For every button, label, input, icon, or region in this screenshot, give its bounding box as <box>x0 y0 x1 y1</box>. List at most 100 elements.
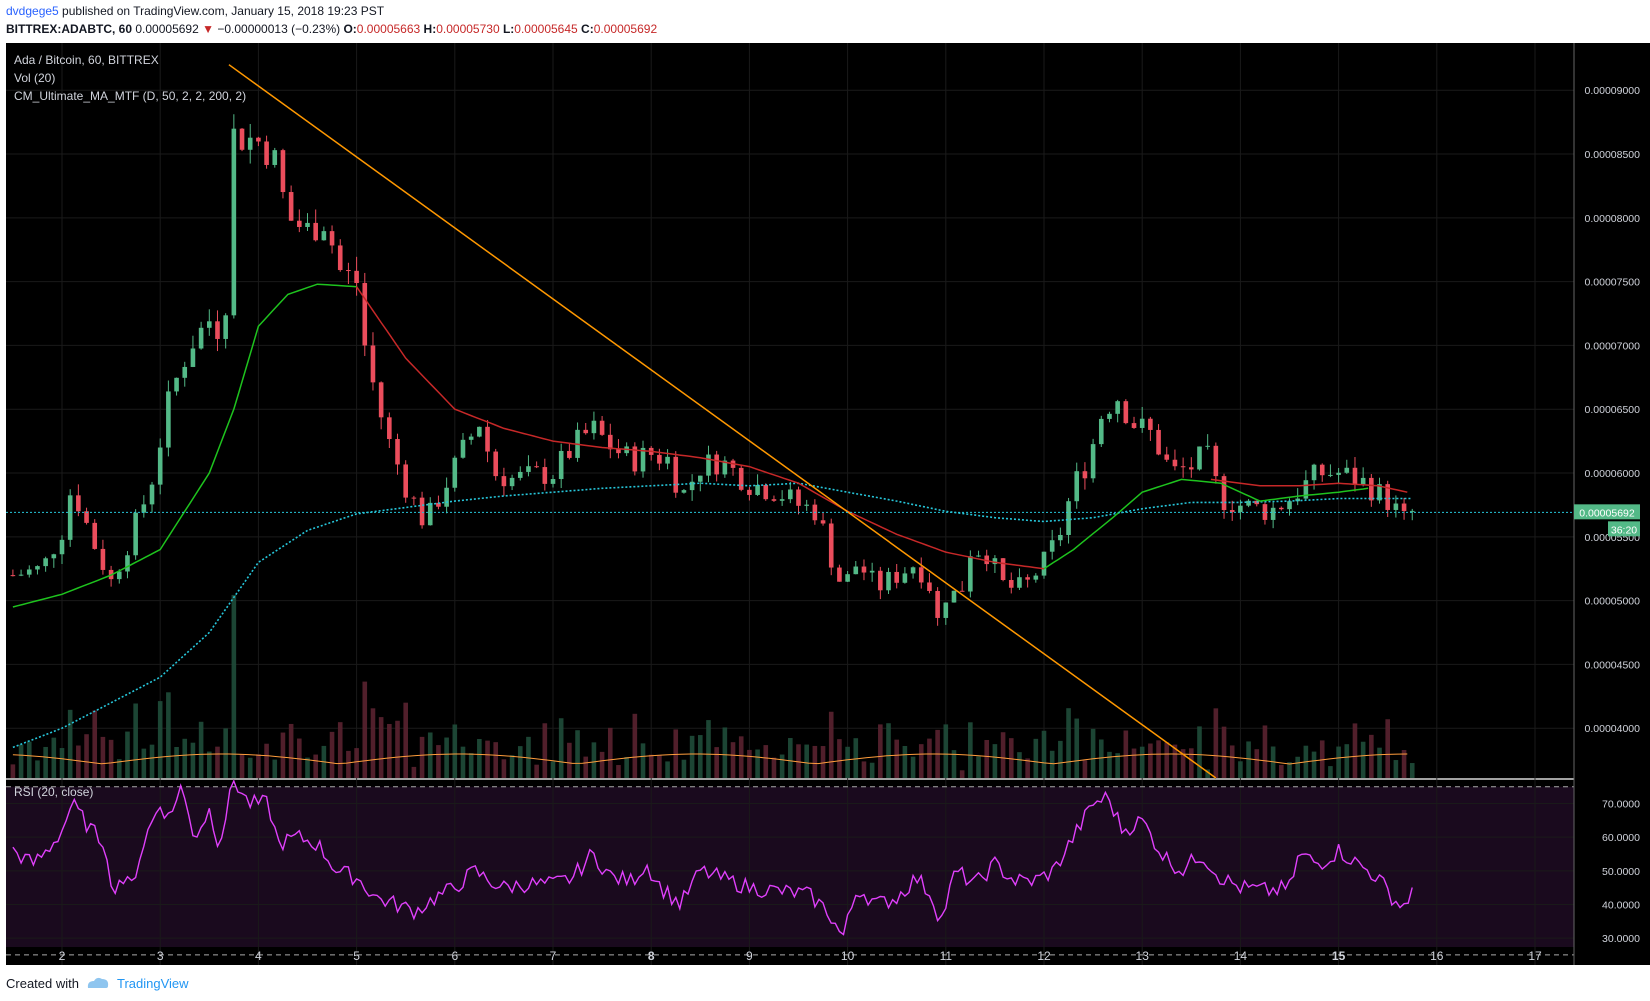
candle-body <box>1221 476 1227 511</box>
volume-bar <box>607 727 613 778</box>
low-value: 0.00005645 <box>514 22 578 36</box>
candle-body <box>1033 575 1039 580</box>
volume-bar <box>943 724 949 778</box>
author-link[interactable]: dvdgege5 <box>6 4 59 18</box>
candle-body <box>1360 477 1366 485</box>
volume-bar <box>108 739 114 778</box>
candle-body <box>321 231 327 241</box>
candle-body <box>1279 507 1284 510</box>
volume-bar <box>968 722 973 778</box>
publish-text: published on TradingView.com, January 15… <box>58 4 385 18</box>
y-tick-price: 0.00007500 <box>1585 277 1641 289</box>
candle-body <box>207 321 212 328</box>
candle-body <box>1303 480 1309 499</box>
volume-bar <box>665 761 670 778</box>
legend-volume[interactable]: Vol (20) <box>14 71 55 85</box>
candle-body <box>166 391 171 448</box>
volume-bar <box>853 738 859 778</box>
candle-body <box>542 467 548 484</box>
volume-bar <box>297 738 302 778</box>
volume-bar <box>509 755 515 778</box>
tradingview-link[interactable]: TradingView <box>116 975 189 991</box>
volume-bar <box>1000 732 1006 778</box>
volume-bar <box>411 766 417 778</box>
symbol-label: BITTREX:ADABTC, 60 <box>6 22 133 36</box>
volume-bar <box>1148 743 1153 778</box>
last-price: 0.00005692 <box>135 22 199 36</box>
volume-bar <box>673 729 679 778</box>
volume-bar <box>1287 762 1292 778</box>
volume-bar <box>125 731 130 778</box>
footer: Created with TradingView <box>6 975 189 991</box>
volume-bar <box>517 746 523 778</box>
volume-bar <box>1139 746 1145 778</box>
candle-body <box>1090 444 1096 479</box>
candle-body <box>861 566 867 573</box>
volume-bar <box>583 756 589 778</box>
candle-body <box>657 454 662 464</box>
candle-body <box>1107 413 1112 419</box>
volume-bar <box>779 754 785 778</box>
candle-body <box>640 447 646 472</box>
volume-bar <box>1180 749 1186 778</box>
volume-bar <box>26 741 32 778</box>
legend-ma[interactable]: CM_Ultimate_MA_MTF (D, 50, 2, 2, 200, 2) <box>14 89 246 103</box>
candle-body <box>133 512 138 556</box>
candle-body <box>1270 507 1276 520</box>
volume-bar <box>84 734 89 778</box>
volume-bar <box>354 748 359 778</box>
volume-bar <box>231 594 237 778</box>
candle-body <box>493 451 499 477</box>
rsi-line <box>12 779 1413 936</box>
candle-body <box>1172 459 1178 467</box>
x-tick-4: 4 <box>255 949 262 963</box>
volume-bar <box>902 745 908 778</box>
volume-bar <box>18 744 24 778</box>
candle-body <box>1017 577 1022 588</box>
volume-bar <box>918 744 924 778</box>
rsi-series <box>12 779 1413 936</box>
volume-bar <box>648 754 654 778</box>
candle-body <box>1180 466 1186 468</box>
candle-body <box>959 590 965 592</box>
volume-bar <box>812 745 818 778</box>
y-tick-price: 0.00007000 <box>1585 340 1641 352</box>
volume-bar <box>288 723 294 778</box>
volume-bar <box>1090 728 1096 778</box>
volume-bar <box>468 753 474 778</box>
candle-body <box>272 150 278 165</box>
legend-rsi[interactable]: RSI (20, close) <box>14 785 93 799</box>
y-tick-rsi: 30.0000 <box>1602 933 1640 945</box>
candle-body <box>370 345 376 383</box>
candle-body <box>452 457 458 488</box>
legend-title[interactable]: Ada / Bitcoin, 60, BITTREX <box>14 53 159 67</box>
candle-body <box>935 590 940 618</box>
volume-bar <box>149 744 155 778</box>
candle-body <box>477 426 482 437</box>
candle-body <box>1393 503 1399 510</box>
volume-bar <box>207 751 212 778</box>
volume-bar <box>804 744 809 778</box>
y-tick-price: 0.00009000 <box>1585 85 1641 97</box>
volume-bar <box>1393 760 1399 778</box>
volume-bar <box>837 739 842 778</box>
y-tick-price: 0.00006000 <box>1585 468 1641 480</box>
volume-bar <box>1058 740 1063 778</box>
candle-body <box>886 571 891 591</box>
candle-body <box>436 502 441 507</box>
volume-bar <box>280 732 286 778</box>
volume-bar <box>444 737 449 778</box>
volume-bar <box>1107 751 1112 778</box>
volume-bar <box>215 746 220 778</box>
close-value: 0.00005692 <box>593 22 658 36</box>
volume-bar <box>313 754 318 778</box>
volume-bar <box>141 748 147 778</box>
candle-body <box>1156 429 1161 455</box>
candle-body <box>828 523 834 568</box>
candle-body <box>706 454 711 476</box>
volume-bar <box>76 745 81 778</box>
volume-bar <box>1336 746 1341 778</box>
candle-body <box>444 487 449 507</box>
volume-bar <box>1295 756 1300 778</box>
